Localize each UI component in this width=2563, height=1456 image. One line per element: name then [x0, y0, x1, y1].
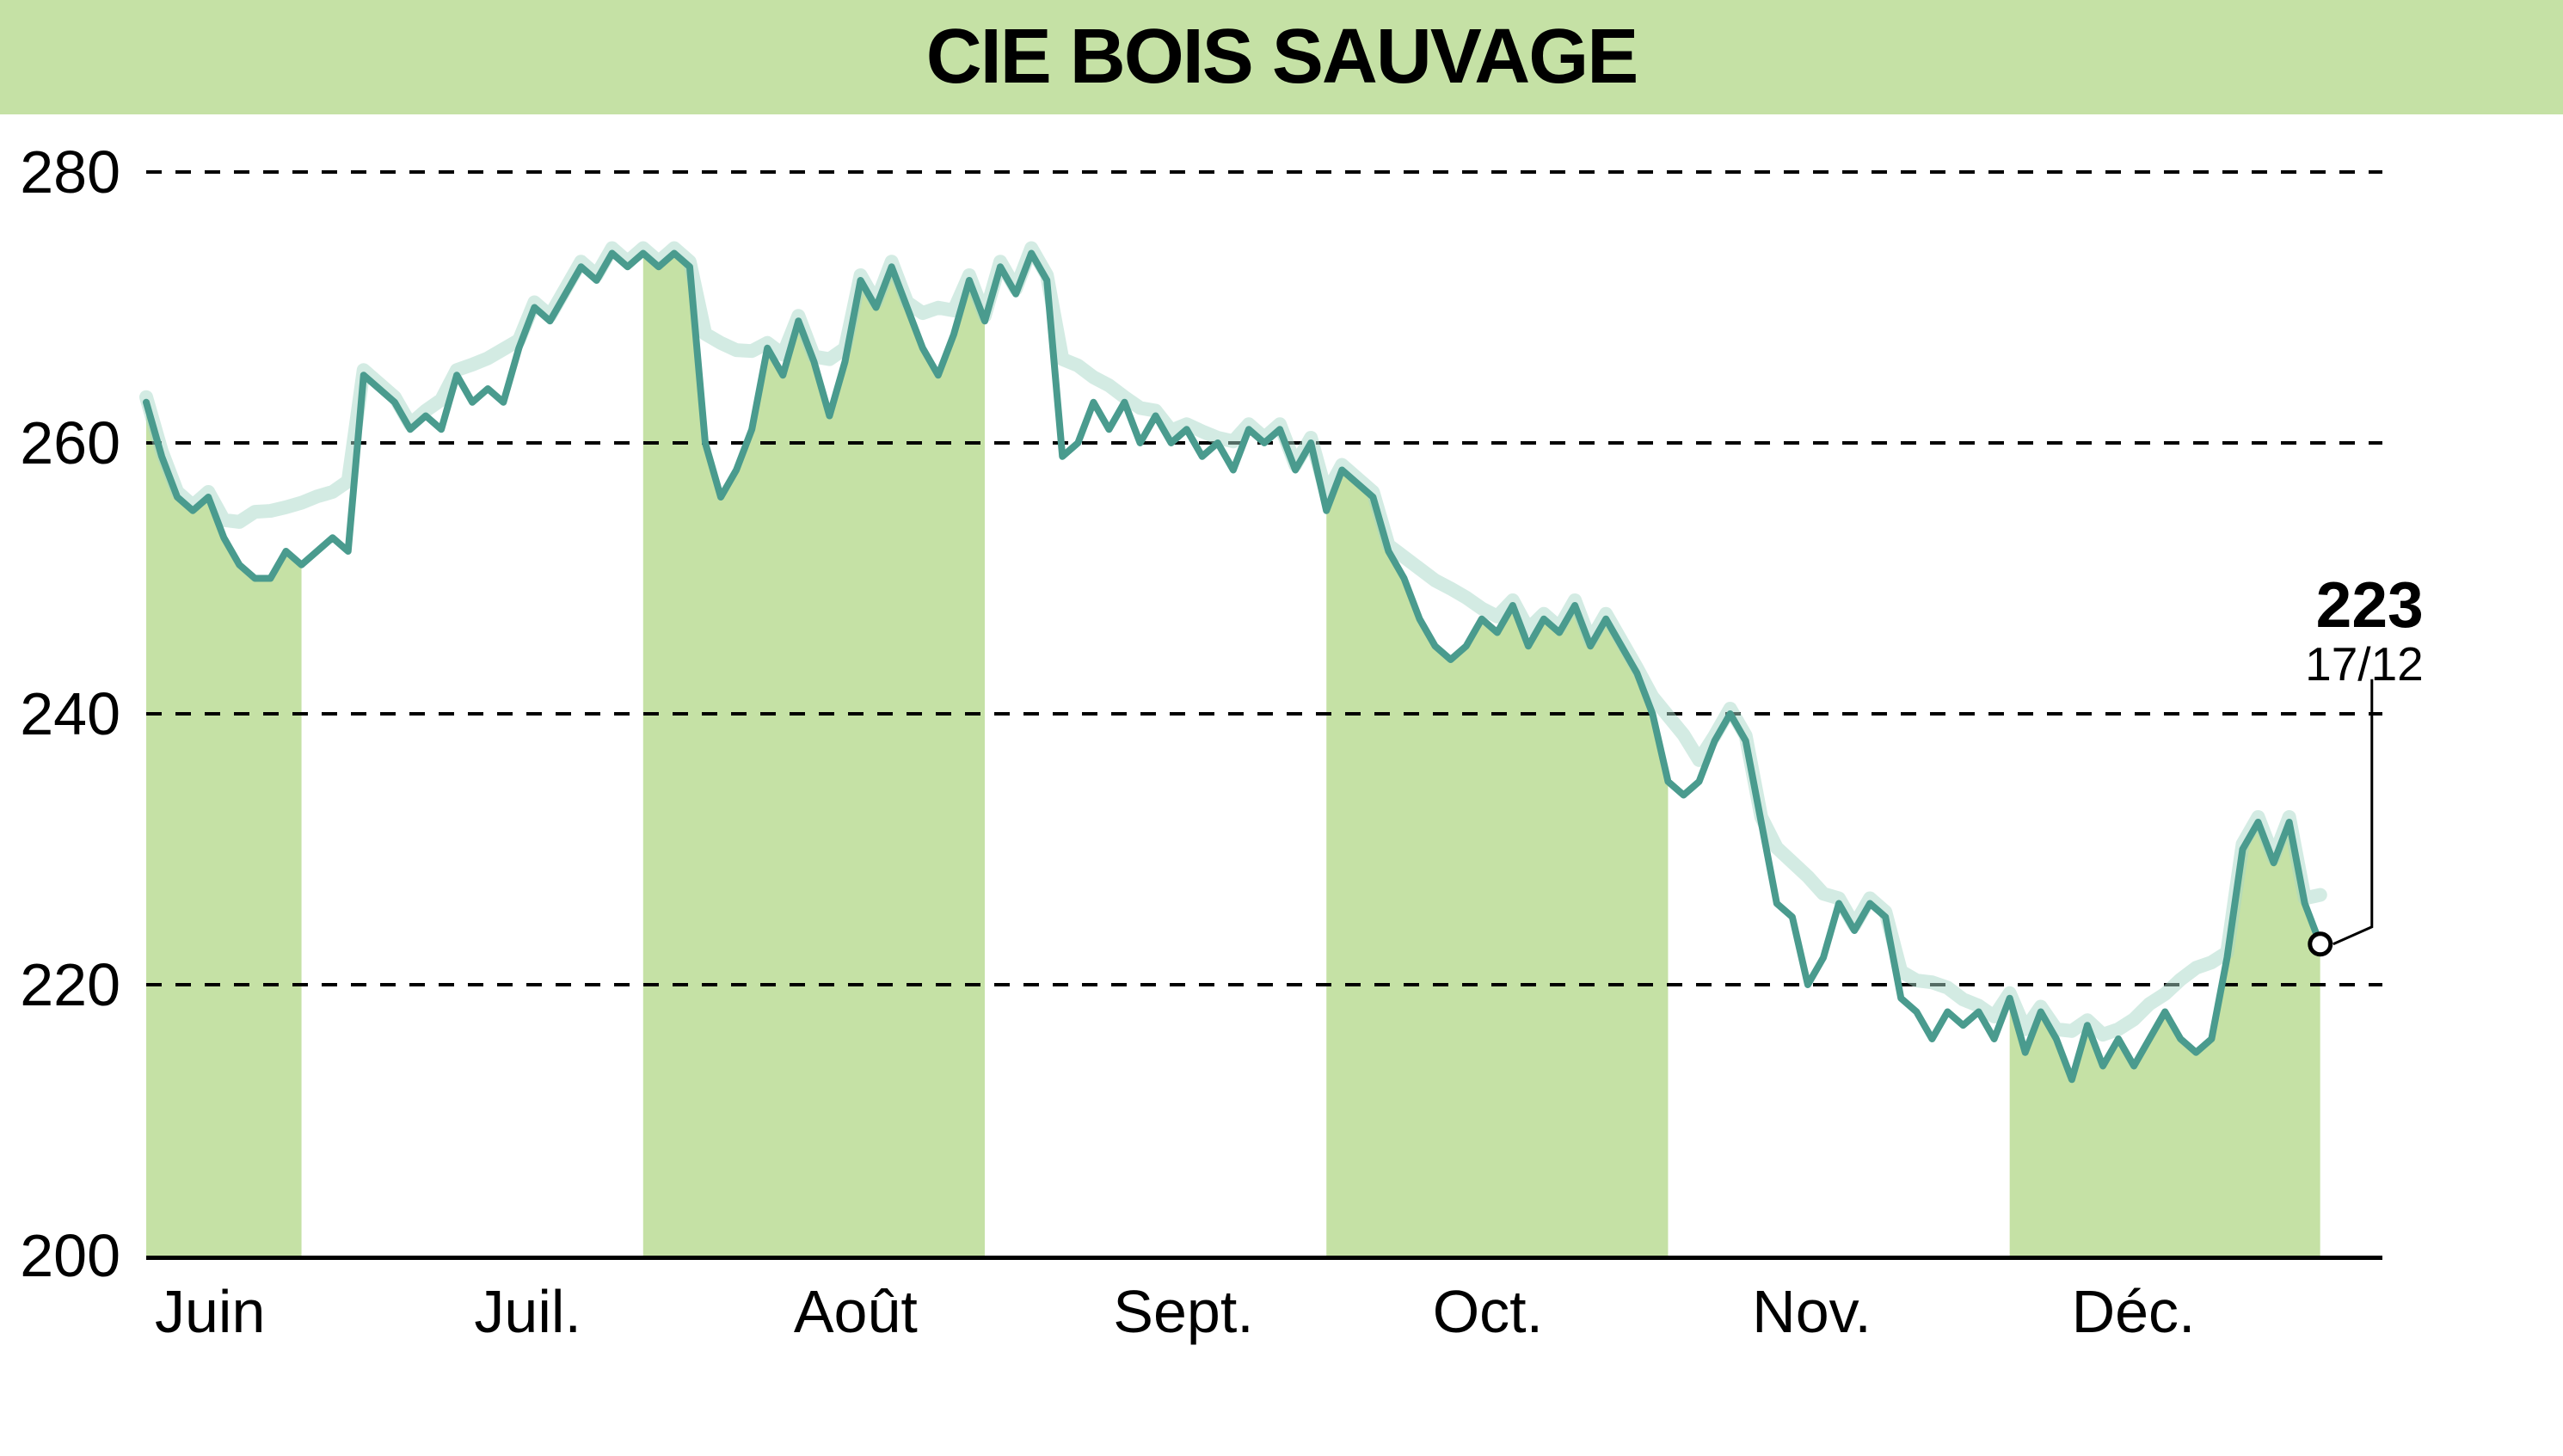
y-axis-label: 280	[0, 138, 120, 206]
end-point-marker	[2310, 934, 2331, 955]
leader-line	[2333, 679, 2372, 944]
x-axis-label: Août	[794, 1277, 918, 1346]
x-axis-label: Sept.	[1113, 1277, 1253, 1346]
grid-lines-group	[146, 172, 2382, 985]
x-axis-label: Oct.	[1433, 1277, 1543, 1346]
price-line	[146, 254, 2320, 1080]
y-axis-label: 220	[0, 950, 120, 1019]
x-axis-label: Déc.	[2072, 1277, 2196, 1346]
price-shadow-line	[146, 249, 2320, 1035]
y-axis-label: 260	[0, 409, 120, 477]
y-axis-label: 240	[0, 679, 120, 748]
x-axis-label: Nov.	[1752, 1277, 1872, 1346]
chart-svg	[0, 0, 2563, 1456]
x-axis-label: Juin	[155, 1277, 265, 1346]
chart-container: 223 17/12 200220240260280JuinJuil.AoûtSe…	[0, 0, 2563, 1456]
y-axis-label: 200	[0, 1221, 120, 1290]
x-axis-label: Juil.	[474, 1277, 581, 1346]
